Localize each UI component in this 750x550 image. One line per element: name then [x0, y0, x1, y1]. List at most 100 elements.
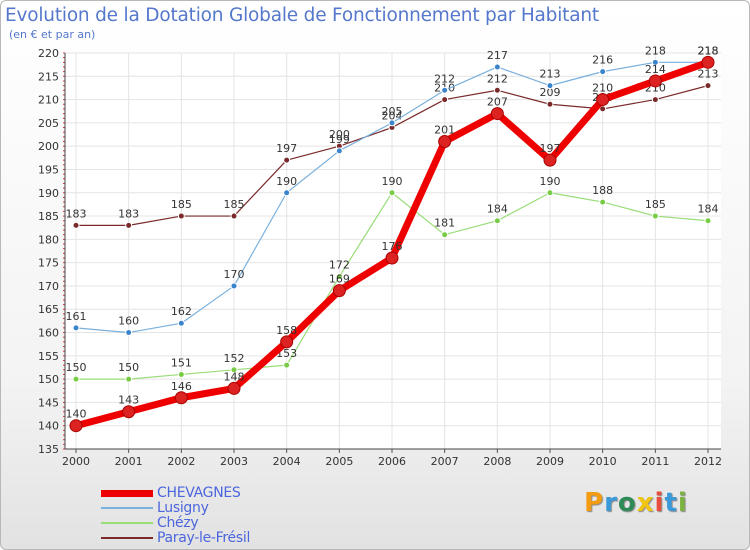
data-point-chevagnes: [227, 381, 241, 395]
data-point-chevagnes: [490, 107, 504, 121]
data-label-lusigny: 161: [66, 310, 87, 323]
data-point-chevagnes: [596, 93, 610, 107]
x-tick-label: 2003: [220, 455, 248, 468]
legend-swatch-lusigny: [101, 507, 153, 509]
data-label-lusigny: 160: [118, 315, 139, 328]
data-point-lusigny: [283, 189, 291, 197]
y-tick-label: 180: [38, 233, 59, 246]
data-label-ch-zy: 150: [118, 361, 139, 374]
data-label-ch-zy: 151: [171, 356, 192, 369]
data-point-paray-le-fr-sil: [72, 221, 80, 229]
data-point-lusigny: [72, 324, 80, 332]
x-tick-label: 2001: [115, 455, 143, 468]
data-label-lusigny: 212: [434, 72, 455, 85]
data-point-paray-le-fr-sil: [493, 86, 501, 94]
data-point-ch-zy: [177, 370, 185, 378]
data-label-lusigny: 217: [487, 49, 508, 62]
data-point-ch-zy: [230, 366, 238, 374]
data-point-ch-zy: [493, 217, 501, 225]
legend-label-paray-le-fr-sil: Paray-le-Frésil: [157, 530, 251, 546]
chart-title: Evolution de la Dotation Globale de Fonc…: [5, 5, 599, 26]
data-point-lusigny: [599, 68, 607, 76]
data-point-ch-zy: [599, 198, 607, 206]
data-point-ch-zy: [125, 375, 133, 383]
x-tick-label: 2004: [273, 455, 301, 468]
data-point-chevagnes: [648, 74, 662, 88]
data-label-ch-zy: 188: [592, 184, 613, 197]
y-tick-label: 135: [38, 443, 59, 456]
y-tick-label: 165: [38, 303, 59, 316]
data-label-chevagnes: 210: [592, 82, 613, 95]
x-tick-label: 2011: [641, 455, 669, 468]
data-point-ch-zy: [283, 361, 291, 369]
data-label-lusigny: 218: [645, 44, 666, 57]
data-point-paray-le-fr-sil: [283, 156, 291, 164]
data-label-chevagnes: 158: [276, 324, 297, 337]
y-tick-label: 160: [38, 327, 59, 340]
data-label-lusigny: 218: [698, 44, 719, 57]
data-point-paray-le-fr-sil: [230, 212, 238, 220]
data-label-lusigny: 205: [382, 105, 403, 118]
y-tick-label: 215: [38, 70, 59, 83]
data-label-chevagnes: 146: [171, 380, 192, 393]
data-label-paray-le-fr-sil: 185: [224, 198, 245, 211]
data-label-chevagnes: 201: [434, 124, 455, 137]
data-point-paray-le-fr-sil: [441, 96, 449, 104]
data-label-ch-zy: 185: [645, 198, 666, 211]
data-point-lusigny: [388, 119, 396, 127]
data-label-chevagnes: 169: [329, 273, 350, 286]
brand-letter: x: [636, 488, 655, 518]
y-tick-label: 210: [38, 94, 59, 107]
data-point-paray-le-fr-sil: [125, 221, 133, 229]
data-label-lusigny: 213: [540, 68, 561, 81]
x-tick-label: 2000: [62, 455, 90, 468]
brand-letter: i: [677, 488, 688, 518]
brand-logo: Proxiti: [584, 488, 688, 518]
y-tick-label: 175: [38, 257, 59, 270]
x-tick-label: 2012: [694, 455, 722, 468]
data-point-paray-le-fr-sil: [177, 212, 185, 220]
brand-letter: i: [654, 488, 665, 518]
legend-swatch-chevagnes: [101, 489, 153, 497]
data-label-chevagnes: 176: [382, 240, 403, 253]
y-tick-label: 195: [38, 163, 59, 176]
data-label-ch-zy: 152: [224, 352, 245, 365]
data-point-ch-zy: [335, 273, 343, 281]
legend-swatch-ch-zy: [101, 522, 153, 524]
data-label-paray-le-fr-sil: 200: [329, 128, 350, 141]
chart-subtitle: (en € et par an): [9, 28, 96, 41]
data-label-lusigny: 162: [171, 305, 192, 318]
data-point-ch-zy: [546, 189, 554, 197]
data-label-chevagnes: 214: [645, 63, 666, 76]
data-point-chevagnes: [280, 335, 294, 349]
x-tick-label: 2010: [589, 455, 617, 468]
data-point-lusigny: [546, 82, 554, 90]
y-tick-label: 190: [38, 187, 59, 200]
y-tick-label: 220: [38, 47, 59, 60]
y-tick-label: 200: [38, 140, 59, 153]
legend-swatch-paray-le-fr-sil: [101, 537, 153, 539]
data-point-lusigny: [441, 86, 449, 94]
y-tick-label: 145: [38, 396, 59, 409]
data-point-ch-zy: [72, 375, 80, 383]
data-label-ch-zy: 184: [487, 203, 508, 216]
data-point-chevagnes: [332, 284, 346, 298]
x-tick-label: 2009: [536, 455, 564, 468]
data-point-chevagnes: [543, 153, 557, 167]
data-point-chevagnes: [701, 55, 715, 69]
data-label-chevagnes: 148: [224, 370, 245, 383]
data-point-chevagnes: [438, 135, 452, 149]
legend-label-lusigny: Lusigny: [157, 500, 209, 516]
data-point-paray-le-fr-sil: [651, 96, 659, 104]
data-point-lusigny: [493, 63, 501, 71]
data-label-chevagnes: 143: [118, 394, 139, 407]
data-label-lusigny: 190: [276, 175, 297, 188]
data-label-chevagnes: 207: [487, 96, 508, 109]
legend-label-ch-zy: Chézy: [157, 515, 199, 531]
brand-letter: P: [584, 488, 605, 518]
y-tick-label: 205: [38, 117, 59, 130]
data-label-ch-zy: 172: [329, 259, 350, 272]
data-point-ch-zy: [704, 217, 712, 225]
brand-letter: t: [664, 488, 678, 518]
